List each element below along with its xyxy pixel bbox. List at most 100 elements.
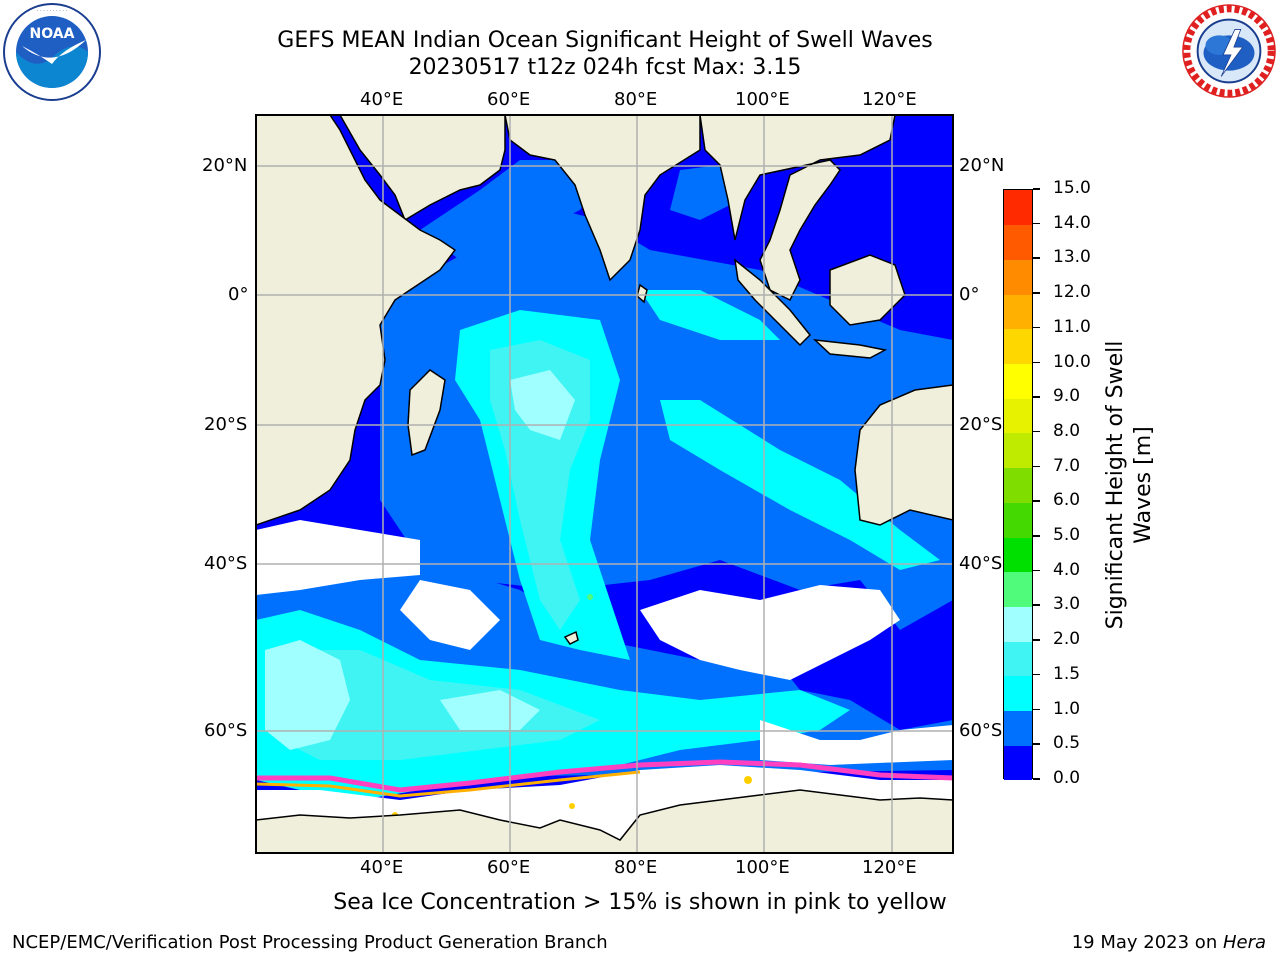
colorbar-segment [1004, 745, 1032, 781]
colorbar-tick-label: 3.0 [1053, 594, 1081, 615]
colorbar-tick-label: 4.0 [1053, 559, 1081, 580]
se-asia-land [699, 115, 896, 302]
map-frame [255, 114, 954, 854]
colorbar-tick-label: 2.0 [1053, 629, 1081, 650]
kerguelen-island [563, 630, 579, 645]
sea-ice-caption: Sea Ice Concentration > 15% is shown in … [333, 890, 947, 915]
colorbar-tick-label: 12.0 [1053, 282, 1091, 303]
swell-band-2-3m [265, 370, 575, 750]
noaa-logo-text: NOAA [30, 26, 75, 42]
sumatra-land [733, 258, 812, 347]
noaa-ring-text: · · · · · · · · · · [37, 8, 68, 14]
colorbar-segment [1004, 328, 1032, 365]
title-line-1: GEFS MEAN Indian Ocean Significant Heigh… [277, 28, 933, 53]
lat-label-left-20n: 20°N [202, 155, 248, 176]
colorbar-segment [1004, 467, 1032, 503]
colorbar-tick-label: 13.0 [1053, 247, 1091, 268]
lat-label-left-60s: 60°S [204, 720, 248, 741]
colorbar-tick-label: 7.0 [1053, 455, 1081, 476]
footer-date-text: 19 May 2023 on [1071, 932, 1223, 953]
swell-max-point [587, 594, 593, 600]
lon-label-top-100e: 100°E [735, 89, 790, 110]
colorbar-tick [1033, 569, 1040, 572]
colorbar-tick [1033, 222, 1040, 225]
africa-land [256, 115, 506, 222]
lon-label-bottom-80e: 80°E [614, 857, 658, 878]
colorbar-segment [1004, 190, 1032, 226]
colorbar-segment [1004, 432, 1032, 469]
colorbar-tick [1033, 361, 1040, 364]
colorbar-tick [1033, 778, 1040, 780]
lon-label-bottom-40e: 40°E [360, 857, 404, 878]
colorbar [1003, 189, 1033, 781]
colorbar-tick-label: 5.0 [1053, 525, 1081, 546]
land-masses [256, 115, 953, 853]
colorbar-tick-label: 10.0 [1053, 351, 1091, 372]
lat-label-right-60s: 60°S [959, 720, 1003, 741]
antarctica-land [256, 789, 953, 853]
colorbar-tick [1033, 465, 1040, 468]
colorbar-tick [1033, 500, 1040, 502]
footer-host: Hera [1222, 932, 1266, 953]
lat-label-left-0: 0° [228, 284, 249, 305]
colorbar-tick-label: 6.0 [1053, 490, 1081, 511]
colorbar-tick-label: 14.0 [1053, 212, 1091, 233]
colorbar-tick-label: 0.5 [1053, 733, 1081, 754]
colorbar-tick [1033, 535, 1040, 537]
lon-label-top-120e: 120°E [862, 89, 917, 110]
colorbar-segment [1004, 259, 1032, 295]
java-land [812, 339, 888, 359]
colorbar-tick [1033, 708, 1040, 711]
colorbar-title: Significant Height of Swell Waves [m] [1102, 341, 1158, 630]
gridlines [256, 115, 953, 853]
noaa-logo: NOAA · · · · · · · · · · [3, 3, 101, 101]
lon-label-bottom-120e: 120°E [862, 857, 917, 878]
lat-label-right-0: 0° [959, 284, 980, 305]
lat-label-left-20s: 20°S [204, 414, 248, 435]
australia-land [854, 384, 953, 526]
colorbar-segment [1004, 294, 1032, 330]
colorbar-tick [1033, 326, 1040, 329]
colorbar-segment [1004, 537, 1032, 573]
colorbar-tick [1033, 188, 1040, 190]
east-africa-land [256, 115, 457, 526]
colorbar-tick [1033, 292, 1040, 294]
colorbar-segment [1004, 710, 1032, 746]
colorbar-segment [1004, 502, 1032, 538]
colorbar-tick-label: 8.0 [1053, 420, 1081, 441]
title-line-2: 20230517 t12z 024h fcst Max: 3.15 [408, 55, 802, 80]
colorbar-tick [1033, 639, 1040, 641]
colorbar-tick [1033, 743, 1040, 745]
colorbar-segment [1004, 606, 1032, 642]
colorbar-tick [1033, 604, 1040, 606]
lat-label-right-20n: 20°N [959, 155, 1005, 176]
india-land [504, 115, 701, 282]
colorbar-segment [1004, 641, 1032, 677]
footer-credit: NCEP/EMC/Verification Post Processing Pr… [12, 932, 608, 953]
colorbar-tick-label: 1.0 [1053, 698, 1081, 719]
sri-lanka-island [636, 283, 648, 304]
lon-label-bottom-60e: 60°E [487, 857, 531, 878]
colorbar-tick-label: 1.5 [1053, 663, 1081, 684]
colorbar-tick [1033, 673, 1040, 676]
colorbar-tick [1033, 257, 1040, 259]
colorbar-title-line-2: Waves [m] [1131, 426, 1156, 544]
colorbar-tick-label: 0.0 [1053, 768, 1081, 788]
colorbar-tick [1033, 430, 1040, 433]
colorbar-tick-label: 9.0 [1053, 386, 1081, 407]
lat-label-left-40s: 40°S [204, 553, 248, 574]
lat-label-right-40s: 40°S [959, 553, 1003, 574]
colorbar-tick-label: 15.0 [1053, 178, 1091, 198]
lon-label-top-60e: 60°E [487, 89, 531, 110]
nws-logo [1182, 4, 1276, 98]
lon-label-bottom-100e: 100°E [735, 857, 790, 878]
lon-label-top-40e: 40°E [360, 89, 404, 110]
lon-label-top-80e: 80°E [614, 89, 658, 110]
colorbar-tick-label: 11.0 [1053, 316, 1091, 337]
colorbar-tick [1033, 396, 1040, 398]
colorbar-segment [1004, 398, 1032, 434]
colorbar-segment [1004, 363, 1032, 399]
footer-date: 19 May 2023 on Hera [1072, 932, 1266, 953]
colorbar-segment [1004, 675, 1032, 712]
